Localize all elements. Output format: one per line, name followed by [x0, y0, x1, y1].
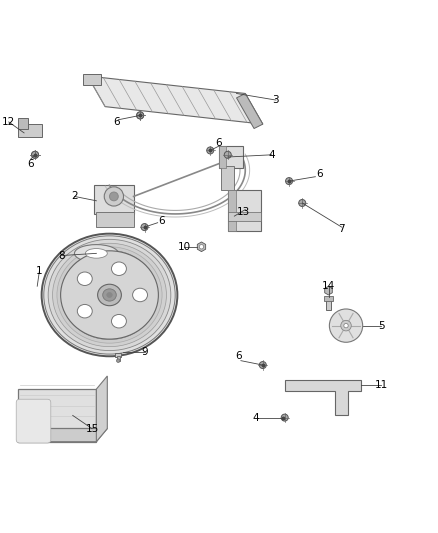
Bar [324, 296, 333, 301]
Circle shape [281, 414, 288, 421]
Text: 3: 3 [272, 95, 279, 105]
Bar [96, 212, 134, 227]
Circle shape [224, 151, 231, 158]
Ellipse shape [98, 284, 121, 306]
Text: 12: 12 [2, 117, 15, 127]
Text: 10: 10 [177, 242, 191, 252]
Text: 14: 14 [322, 281, 335, 291]
Circle shape [110, 192, 118, 201]
Ellipse shape [66, 254, 153, 336]
Circle shape [299, 199, 306, 206]
Ellipse shape [85, 248, 107, 258]
Ellipse shape [112, 314, 127, 328]
Bar [83, 74, 101, 85]
Polygon shape [197, 242, 206, 252]
Polygon shape [237, 93, 263, 128]
Circle shape [329, 309, 363, 342]
Ellipse shape [107, 293, 112, 297]
Text: 11: 11 [374, 379, 388, 390]
Ellipse shape [133, 288, 148, 302]
Text: 6: 6 [215, 138, 223, 148]
Bar [219, 146, 226, 168]
Text: 6: 6 [235, 351, 242, 361]
Text: 5: 5 [378, 321, 385, 330]
FancyBboxPatch shape [16, 399, 51, 443]
Ellipse shape [60, 251, 159, 339]
Circle shape [32, 151, 39, 158]
Text: 15: 15 [85, 424, 99, 433]
Text: 6: 6 [113, 117, 120, 127]
Circle shape [137, 112, 144, 119]
Ellipse shape [112, 262, 127, 276]
Text: 6: 6 [316, 168, 323, 179]
Circle shape [199, 245, 204, 249]
Text: 8: 8 [58, 251, 65, 261]
Ellipse shape [53, 243, 166, 346]
Text: 2: 2 [71, 191, 78, 201]
Bar [228, 190, 261, 231]
Bar [18, 118, 28, 128]
Polygon shape [18, 429, 107, 442]
Bar [94, 185, 134, 214]
Circle shape [207, 147, 214, 154]
Ellipse shape [57, 247, 162, 343]
Ellipse shape [44, 236, 175, 354]
Bar [115, 353, 121, 357]
Bar [221, 166, 234, 190]
Polygon shape [88, 76, 263, 124]
Ellipse shape [78, 304, 92, 318]
Text: 13: 13 [237, 207, 250, 217]
Text: 4: 4 [268, 150, 275, 160]
Bar [228, 212, 261, 221]
Circle shape [141, 223, 148, 231]
Text: 6: 6 [159, 215, 166, 225]
Polygon shape [96, 376, 107, 442]
Text: 7: 7 [338, 224, 345, 235]
Circle shape [104, 187, 124, 206]
Circle shape [341, 320, 351, 331]
Ellipse shape [78, 272, 92, 286]
Text: 1: 1 [36, 266, 43, 276]
Ellipse shape [102, 289, 117, 301]
Circle shape [137, 112, 144, 119]
Circle shape [259, 361, 266, 368]
Bar [228, 190, 236, 231]
Polygon shape [285, 381, 361, 415]
Ellipse shape [42, 233, 177, 356]
Circle shape [117, 359, 120, 362]
Circle shape [286, 177, 293, 184]
Bar [326, 300, 331, 310]
Text: 4: 4 [253, 413, 260, 423]
Circle shape [344, 324, 348, 328]
Ellipse shape [74, 245, 118, 262]
Polygon shape [325, 286, 332, 295]
Bar [18, 124, 42, 138]
Text: 9: 9 [141, 347, 148, 357]
Bar [18, 389, 96, 442]
Text: 6: 6 [27, 159, 34, 168]
Ellipse shape [61, 251, 158, 340]
Bar [219, 146, 243, 168]
Circle shape [32, 151, 39, 158]
Bar [117, 356, 120, 361]
Ellipse shape [48, 239, 171, 351]
